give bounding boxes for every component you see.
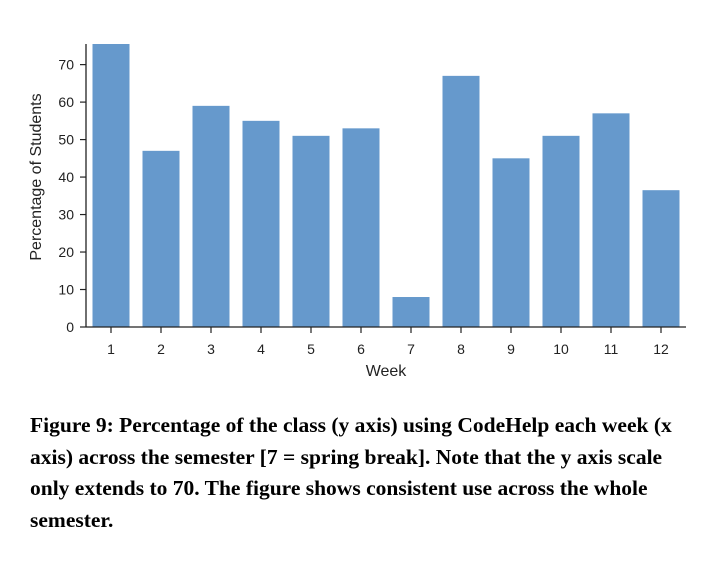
x-tick-label: 2 xyxy=(157,341,165,357)
bar-week-1 xyxy=(92,44,130,327)
bar-week-7 xyxy=(392,297,430,327)
bar-week-2 xyxy=(142,150,180,327)
x-tick-label: 10 xyxy=(553,341,569,357)
bar-week-4 xyxy=(242,120,280,327)
x-tick-label: 8 xyxy=(457,341,465,357)
bar-week-9 xyxy=(492,158,530,327)
bar-week-11 xyxy=(592,113,630,327)
x-tick-label: 1 xyxy=(107,341,115,357)
figure-caption: Figure 9: Percentage of the class (y axi… xyxy=(30,413,672,532)
bars-group xyxy=(92,44,680,327)
bar-week-5 xyxy=(292,135,330,327)
x-tick-label: 4 xyxy=(257,341,265,357)
y-tick-label: 40 xyxy=(58,169,74,185)
bar-week-10 xyxy=(542,135,580,327)
y-tick-label: 0 xyxy=(66,319,74,335)
x-tick-label: 3 xyxy=(207,341,215,357)
bar-week-6 xyxy=(342,128,380,327)
y-tick-label: 60 xyxy=(58,94,74,110)
bar-week-8 xyxy=(442,75,480,327)
bar-week-12 xyxy=(642,190,680,327)
x-tick-label: 11 xyxy=(604,341,619,357)
y-tick-label: 20 xyxy=(58,244,74,260)
y-tick-label: 70 xyxy=(58,57,74,73)
y-tick-label: 50 xyxy=(58,132,74,148)
x-axis-label: Week xyxy=(366,363,408,380)
x-tick-label: 7 xyxy=(407,341,415,357)
bar-week-3 xyxy=(192,105,230,327)
y-tick-label: 10 xyxy=(58,282,74,298)
x-tick-label: 6 xyxy=(357,341,365,357)
x-tick-label: 5 xyxy=(307,341,315,357)
y-axis-label: Percentage of Students xyxy=(28,93,45,260)
y-tick-label: 30 xyxy=(58,207,74,223)
x-tick-label: 9 xyxy=(507,341,515,357)
x-tick-label: 12 xyxy=(653,341,669,357)
